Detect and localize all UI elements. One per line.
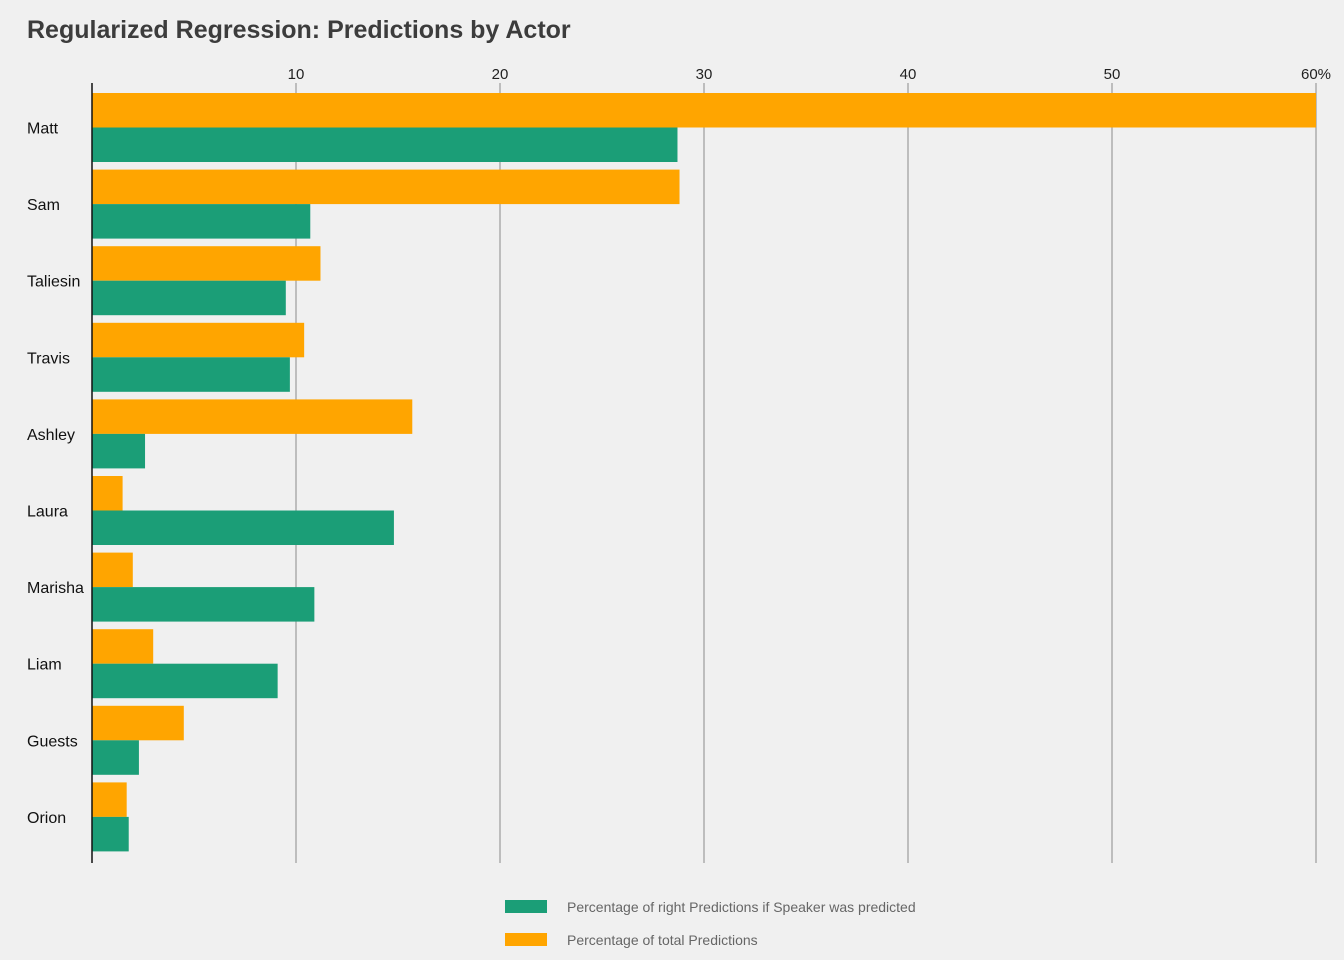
legend-label: Percentage of total Predictions <box>567 932 758 948</box>
x-tick-label: 50 <box>1104 66 1121 83</box>
bar-total-predictions <box>92 246 321 281</box>
category-label: Marisha <box>27 580 84 597</box>
bar-right-predictions <box>92 816 129 852</box>
bar-total-predictions <box>92 93 1316 128</box>
bar-total-predictions <box>92 629 154 664</box>
bar-right-predictions <box>92 740 139 775</box>
bar-total-predictions <box>92 169 680 205</box>
bar-total-predictions <box>92 399 413 434</box>
bar-total-predictions <box>92 476 123 511</box>
category-label: Orion <box>27 810 66 827</box>
category-label: Guests <box>27 733 78 750</box>
bar-right-predictions <box>92 433 146 469</box>
x-tick-label: 20 <box>492 66 509 83</box>
chart-title: Regularized Regression: Predictions by A… <box>27 16 571 44</box>
bar-right-predictions <box>92 204 311 239</box>
bar-total-predictions <box>92 552 133 588</box>
bar-total-predictions <box>92 705 184 741</box>
bar-right-predictions <box>92 510 394 545</box>
x-tick-label: 10 <box>288 66 305 83</box>
legend-swatch <box>505 933 547 946</box>
bar-right-predictions <box>92 127 678 162</box>
bar-right-predictions <box>92 357 290 392</box>
category-label: Sam <box>27 197 60 214</box>
x-tick-label: 40 <box>900 66 917 83</box>
bar-right-predictions <box>92 663 278 699</box>
x-tick-label: 60% <box>1301 66 1331 83</box>
bar-right-predictions <box>92 280 286 316</box>
bar-right-predictions <box>92 587 315 622</box>
bar-total-predictions <box>92 322 305 358</box>
bar-total-predictions <box>92 782 127 817</box>
category-label: Laura <box>27 504 68 521</box>
category-label: Travis <box>27 350 70 367</box>
category-label: Liam <box>27 657 62 674</box>
x-tick-label: 30 <box>696 66 713 83</box>
legend-label: Percentage of right Predictions if Speak… <box>567 899 916 915</box>
category-label: Ashley <box>27 427 75 444</box>
legend-swatch <box>505 900 547 913</box>
category-label: Matt <box>27 121 59 138</box>
category-label: Taliesin <box>27 274 80 291</box>
